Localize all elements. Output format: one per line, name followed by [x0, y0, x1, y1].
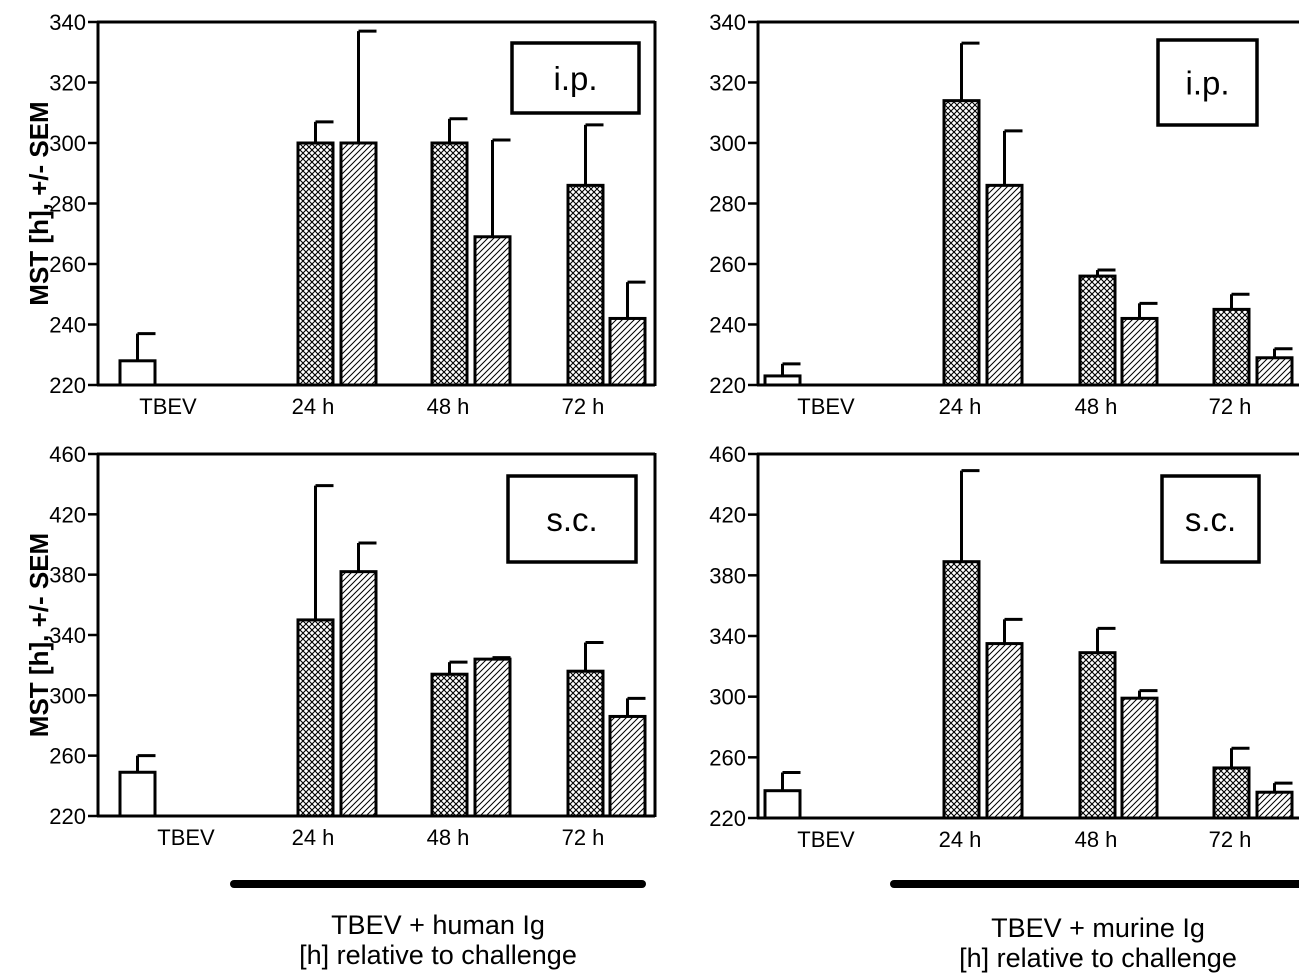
- bar-diagonal: [985, 642, 1024, 820]
- route-label-box: [1160, 474, 1261, 564]
- y-tick-label: 220: [709, 806, 746, 831]
- y-tick-label: 220: [49, 373, 86, 398]
- y-tick-label: 460: [709, 442, 746, 467]
- y-tick-label: 280: [709, 192, 746, 217]
- bar-crosshatch: [1212, 766, 1251, 820]
- bar-crosshatch: [942, 99, 981, 387]
- bar-diagonal: [608, 714, 647, 818]
- bar-diagonal: [473, 657, 512, 818]
- bar-crosshatch: [942, 560, 981, 820]
- y-tick-label: 300: [709, 131, 746, 156]
- y-tick-label: 320: [49, 71, 86, 96]
- bar-diagonal: [473, 235, 512, 387]
- route-label-box: [510, 41, 641, 115]
- x-category-label: 72 h: [562, 394, 605, 419]
- x-category-label: 48 h: [1075, 827, 1118, 852]
- x-category-label: 24 h: [939, 394, 982, 419]
- caption-left-line2: [h] relative to challenge: [299, 940, 577, 970]
- caption-right-line2: [h] relative to challenge: [959, 943, 1237, 973]
- route-label: i.p.: [1185, 65, 1229, 102]
- x-category-label: TBEV: [157, 825, 215, 850]
- y-tick-label: 240: [49, 313, 86, 338]
- bar-diagonal: [1120, 696, 1159, 820]
- bar-crosshatch: [1078, 274, 1117, 387]
- y-tick-label: 300: [49, 683, 86, 708]
- caption-right: TBEV + murine Ig [h] relative to challen…: [868, 913, 1299, 973]
- y-tick-label: 220: [49, 804, 86, 829]
- chart-panel-top-right: 220 240 260 280 300 320 340 TBEV 24 h 48 h 72 h i.p…: [709, 10, 1299, 419]
- caption-left-line1: TBEV + human Ig: [331, 910, 545, 940]
- caption-left: TBEV + human Ig [h] relative to challeng…: [208, 910, 668, 970]
- x-category-label: 48 h: [427, 825, 470, 850]
- x-category-label: 72 h: [1209, 394, 1252, 419]
- x-category-label: 72 h: [562, 825, 605, 850]
- chart-panel-top-left: 220 240 260 280 300 320 340 MST [h], +/- SEM TBE…: [24, 10, 657, 419]
- y-tick-label: 300: [709, 685, 746, 710]
- x-category-label: 72 h: [1209, 827, 1252, 852]
- route-label-box: [1156, 38, 1259, 127]
- y-axis-title: MST [h], +/- SEM: [24, 533, 54, 737]
- y-tick-label: 280: [49, 192, 86, 217]
- bar-diagonal: [1255, 356, 1294, 387]
- y-tick-label: 260: [49, 744, 86, 769]
- route-label: i.p.: [553, 60, 597, 97]
- y-tick-label: 340: [49, 623, 86, 648]
- y-tick-label: 340: [49, 10, 86, 35]
- x-category-label: 48 h: [1075, 394, 1118, 419]
- y-tick-label: 240: [709, 313, 746, 338]
- bar-open: [118, 770, 157, 818]
- bar-crosshatch: [566, 669, 605, 818]
- bar-crosshatch: [296, 141, 335, 387]
- route-label-box: [506, 474, 638, 564]
- y-tick-label: 380: [49, 563, 86, 588]
- y-tick-label: 320: [709, 71, 746, 96]
- bar-diagonal: [985, 183, 1024, 387]
- x-category-label: TBEV: [797, 827, 855, 852]
- bar-diagonal: [1255, 790, 1294, 820]
- y-tick-label: 460: [49, 442, 86, 467]
- y-axis-title: MST [h], +/- SEM: [24, 101, 54, 305]
- route-label: s.c.: [546, 501, 597, 538]
- chart-panel-bottom-left: 220 260 300 340 380 420 460 MST [h], +/- SEM TBE…: [24, 442, 657, 850]
- group-bar-right: [890, 880, 1299, 888]
- bar-crosshatch: [430, 141, 469, 387]
- bar-diagonal: [339, 141, 378, 387]
- x-category-label: 24 h: [939, 827, 982, 852]
- y-tick-label: 420: [49, 502, 86, 527]
- x-category-label: 24 h: [292, 825, 335, 850]
- y-tick-label: 380: [709, 563, 746, 588]
- x-category-label: TBEV: [797, 394, 855, 419]
- y-tick-label: 260: [49, 252, 86, 277]
- bar-open: [763, 789, 802, 820]
- x-category-label: 24 h: [292, 394, 335, 419]
- bar-crosshatch: [430, 672, 469, 818]
- bar-crosshatch: [566, 183, 605, 387]
- bar-open: [763, 374, 802, 387]
- x-category-label: 48 h: [427, 394, 470, 419]
- bar-crosshatch: [1212, 307, 1251, 387]
- bar-crosshatch: [1078, 651, 1117, 820]
- group-bar-left: [230, 880, 646, 888]
- y-tick-label: 340: [709, 10, 746, 35]
- x-category-label: TBEV: [139, 394, 197, 419]
- bar-diagonal: [608, 316, 647, 387]
- y-tick-label: 340: [709, 624, 746, 649]
- caption-right-line1: TBEV + murine Ig: [991, 913, 1205, 943]
- y-tick-label: 260: [709, 745, 746, 770]
- route-label: s.c.: [1185, 501, 1236, 538]
- y-tick-label: 300: [49, 131, 86, 156]
- y-tick-label: 420: [709, 503, 746, 528]
- y-tick-label: 260: [709, 252, 746, 277]
- chart-panel-bottom-right: 220 260 300 340 380 420 460 TBEV 24 h 48 h 72 h s.c…: [709, 442, 1299, 852]
- bar-diagonal: [1120, 316, 1159, 387]
- bar-crosshatch: [296, 618, 335, 818]
- y-tick-label: 220: [709, 373, 746, 398]
- bar-open: [118, 359, 157, 387]
- bar-diagonal: [339, 570, 378, 818]
